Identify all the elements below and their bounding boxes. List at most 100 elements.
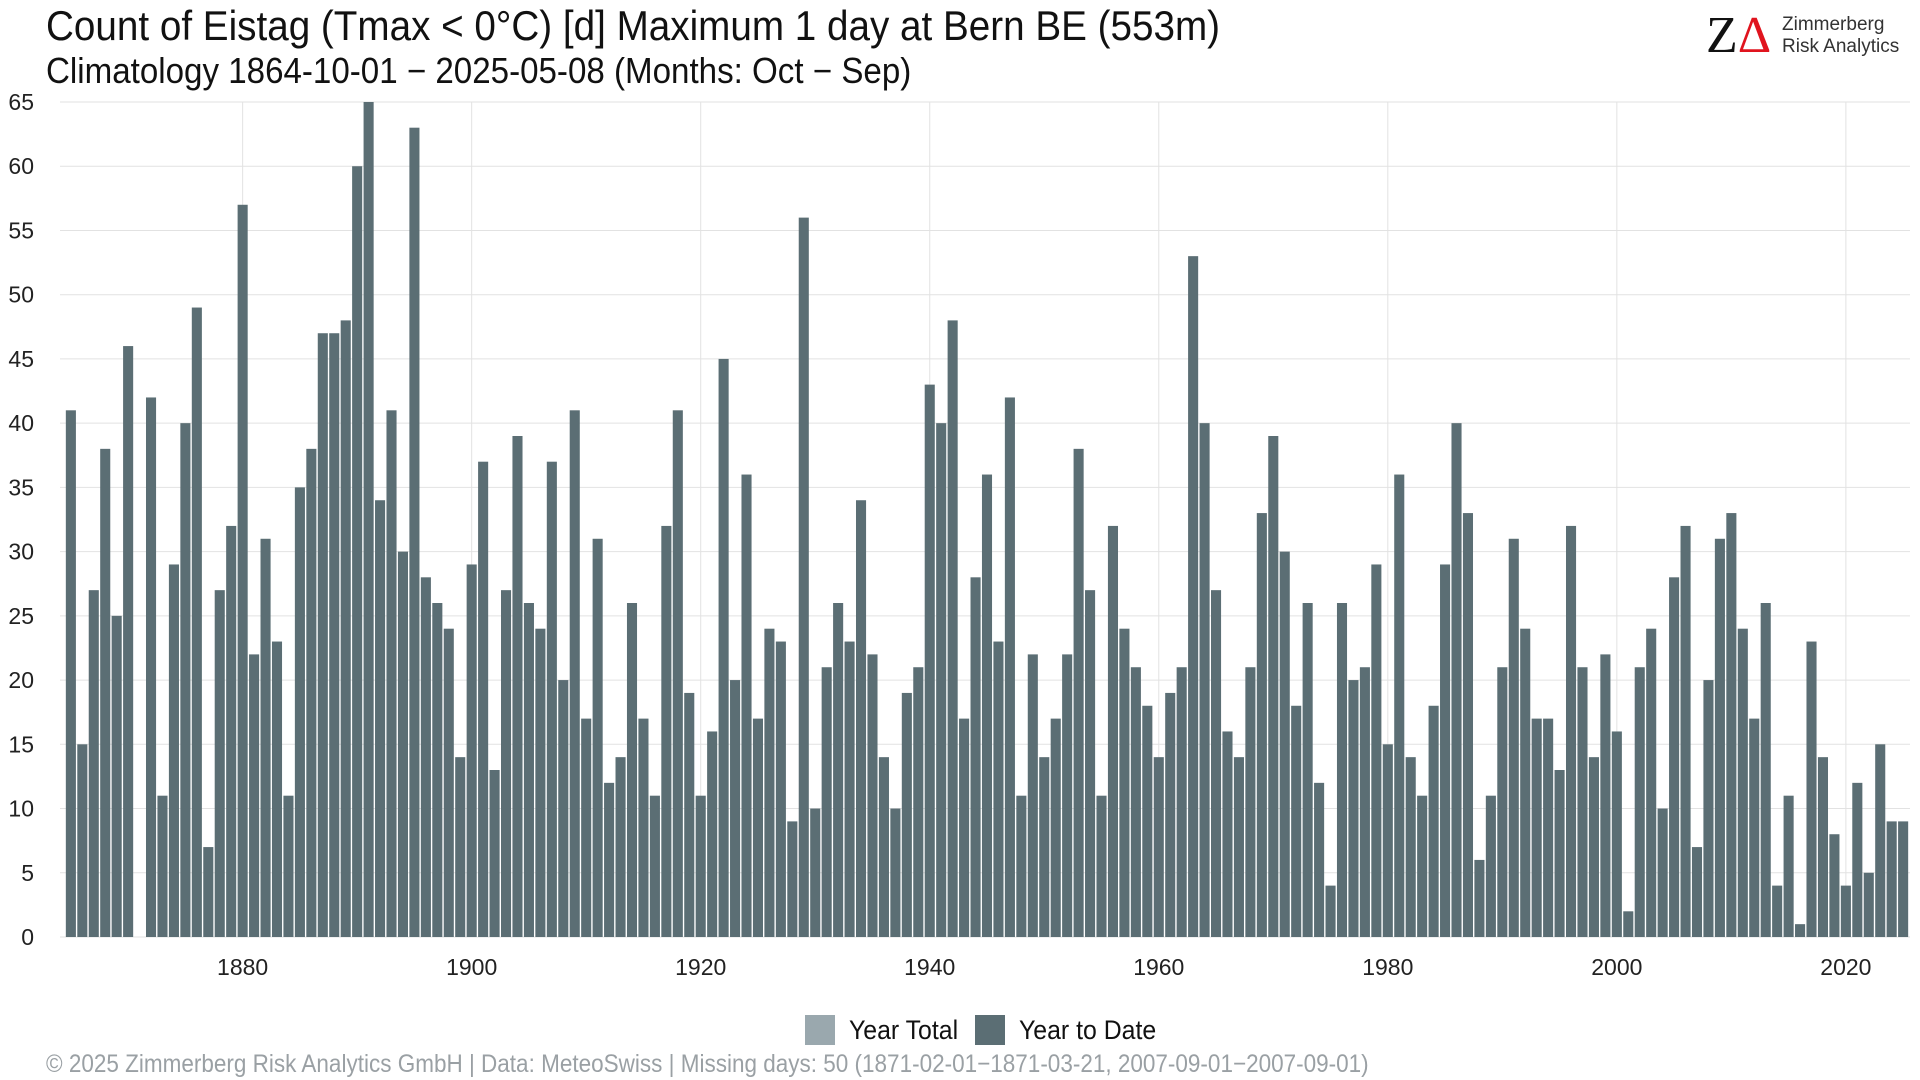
bar	[626, 603, 638, 937]
bar	[168, 564, 179, 937]
bar	[684, 692, 695, 937]
bar	[798, 217, 809, 938]
bar	[752, 718, 764, 937]
bar	[581, 718, 592, 937]
bar	[1405, 757, 1416, 937]
bar	[1142, 705, 1153, 937]
x-tick-label: 1880	[217, 954, 268, 980]
bar	[821, 667, 832, 937]
bar	[1531, 718, 1542, 937]
legend-item-year-total: Year Total	[805, 1012, 968, 1048]
bar	[1623, 911, 1634, 937]
bar	[123, 346, 134, 938]
bar	[512, 436, 523, 937]
bar	[1852, 782, 1863, 937]
bar	[352, 166, 363, 937]
bar	[981, 474, 993, 937]
bar	[993, 641, 1004, 937]
bar	[432, 603, 443, 937]
bar	[1165, 692, 1176, 937]
bar	[100, 448, 111, 937]
bar	[1875, 744, 1886, 937]
bar	[1027, 654, 1038, 937]
bar	[1440, 564, 1451, 937]
bar	[1085, 590, 1096, 937]
bar	[1256, 513, 1267, 937]
bar	[1760, 603, 1771, 937]
bar	[317, 333, 328, 937]
bar	[741, 474, 752, 937]
y-tick-label: 15	[8, 731, 34, 757]
bar	[535, 628, 546, 937]
chart-subtitle: Climatology 1864-10-01 − 2025-05-08 (Mon…	[46, 50, 912, 91]
bar	[283, 795, 294, 937]
x-tick-label: 1920	[675, 954, 726, 980]
bar	[88, 590, 99, 937]
y-tick-label: 55	[8, 217, 34, 243]
bar	[203, 847, 214, 937]
bar	[260, 538, 271, 937]
y-tick-label: 5	[21, 860, 34, 886]
bar	[1222, 731, 1233, 937]
bar	[661, 525, 672, 937]
legend-swatch-year-to-date	[975, 1015, 1005, 1045]
bar	[855, 500, 867, 937]
bar	[1600, 654, 1611, 937]
bar	[1382, 744, 1393, 937]
bar	[959, 718, 970, 937]
bar	[936, 423, 947, 938]
x-axis-ticks: 1880 1900 1920 1940 1960 1980 2000 2020	[217, 954, 1871, 980]
bar	[1153, 757, 1164, 937]
bar	[1680, 525, 1691, 937]
bar	[1302, 603, 1313, 937]
bar	[409, 127, 420, 937]
bar	[1474, 859, 1485, 937]
bar	[1279, 551, 1290, 937]
bar	[1336, 603, 1348, 937]
bar	[1050, 718, 1061, 937]
y-tick-label: 35	[8, 474, 34, 500]
bar	[1417, 795, 1428, 937]
bar	[1646, 628, 1657, 937]
bar	[340, 320, 351, 937]
bar	[775, 641, 786, 937]
bar	[604, 782, 615, 937]
bar	[1840, 885, 1851, 937]
bar	[1107, 525, 1119, 937]
bars	[65, 102, 1909, 938]
bar	[1714, 538, 1725, 937]
bar	[157, 795, 168, 937]
bar	[1485, 795, 1496, 937]
bar	[397, 551, 409, 937]
bar	[1348, 680, 1359, 937]
bar	[478, 461, 489, 937]
legend-label-year-to-date: Year to Date	[1019, 1014, 1157, 1045]
bar	[455, 757, 466, 937]
bar	[1657, 808, 1668, 937]
bar	[306, 448, 317, 937]
bar	[1497, 667, 1508, 937]
bar	[1783, 795, 1794, 937]
y-tick-label: 30	[8, 539, 34, 565]
bar	[77, 744, 88, 937]
logo-mark: ZΔ	[1706, 8, 1771, 64]
bar	[1119, 628, 1130, 937]
legend-label-year-total: Year Total	[849, 1014, 959, 1045]
bar	[764, 628, 775, 937]
bar	[592, 538, 603, 937]
x-tick-label: 1980	[1362, 954, 1413, 980]
bar	[386, 410, 397, 937]
legend: Year Total Year to Date	[0, 1012, 1920, 1048]
bar	[924, 384, 935, 938]
bar	[329, 333, 340, 937]
bar	[1462, 513, 1474, 937]
bar	[1749, 718, 1760, 937]
bar	[546, 461, 557, 937]
bar	[1772, 885, 1783, 937]
bar	[901, 692, 912, 937]
y-tick-label: 60	[8, 153, 34, 179]
bar	[1039, 757, 1050, 937]
bar	[237, 204, 248, 937]
bar	[867, 654, 878, 937]
